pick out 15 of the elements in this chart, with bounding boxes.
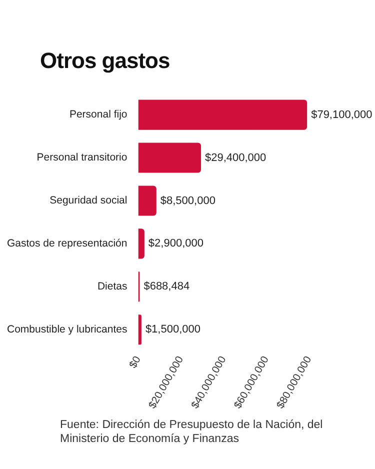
data-label: $79,100,000	[311, 108, 372, 121]
y-tick-label: Dietas	[97, 280, 128, 293]
y-tick-label: Personal fijo	[69, 108, 128, 121]
source-note: Fuente: Dirección de Presupuesto de la Nación, del Ministerio de Economía y Finanzas	[60, 418, 324, 446]
data-label: $1,500,000	[145, 324, 200, 336]
chart-title: Otros gastos	[40, 48, 170, 74]
y-tick-label: Personal transitorio	[36, 152, 128, 164]
y-tick-label: Seguridad social	[50, 194, 128, 207]
y-tick-label: Combustible y lubricantes	[7, 324, 128, 336]
y-tick-label: Gastos de representación	[6, 238, 128, 250]
data-label: $29,400,000	[204, 152, 266, 164]
data-label: $8,500,000	[160, 194, 216, 207]
x-tick-label: $0	[127, 354, 144, 370]
data-label: $688,484	[144, 280, 190, 293]
data-label: $2,900,000	[148, 238, 204, 250]
